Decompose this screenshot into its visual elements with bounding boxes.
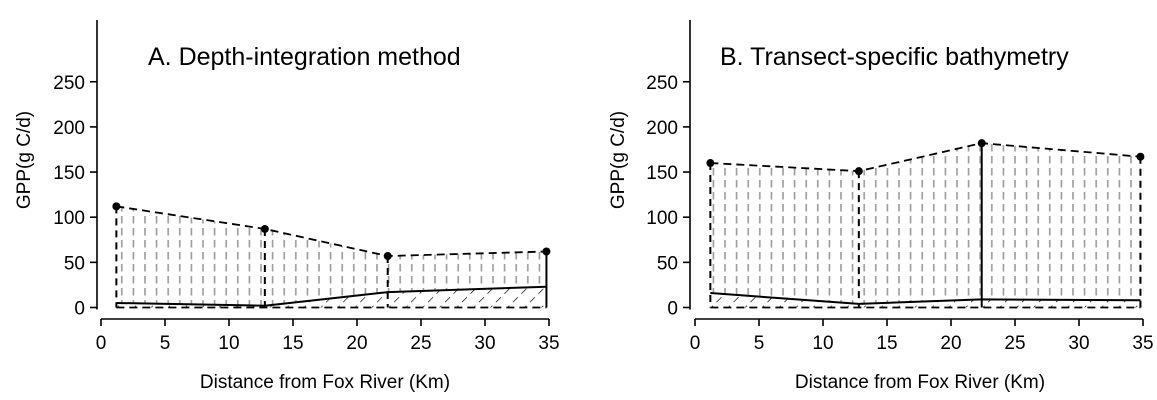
x-tick-label: 20 [940, 333, 961, 354]
x-tick-label: 10 [812, 333, 833, 354]
upper-fill-region [710, 143, 1141, 304]
y-tick-label: 250 [646, 73, 678, 94]
x-axis-label: Distance from Fox River (Km) [200, 372, 450, 393]
x-axis-label: Distance from Fox River (Km) [795, 372, 1045, 393]
x-tick-label: 5 [160, 333, 171, 354]
upper-fill-region [116, 206, 547, 306]
x-tick-label: 30 [474, 333, 495, 354]
y-tick-label: 200 [646, 118, 678, 139]
y-tick-label: 150 [646, 163, 678, 184]
data-point [977, 139, 986, 148]
data-point [383, 252, 392, 261]
series-lower-line [116, 285, 547, 307]
y-axis-label: GPP(g C/d) [14, 111, 35, 209]
data-point [1136, 152, 1145, 161]
lower-hatch-region [710, 293, 1141, 308]
panel-title: A. Depth-integration method [148, 43, 461, 71]
data-point [854, 167, 863, 176]
y-tick-label: 100 [646, 208, 678, 229]
y-tick-label: 150 [53, 163, 85, 184]
data-point [112, 202, 121, 211]
x-tick-label: 20 [346, 333, 367, 354]
x-tick-label: 35 [1132, 333, 1153, 354]
x-tick-label: 15 [876, 333, 897, 354]
y-tick-label: 50 [64, 253, 85, 274]
series-upper-line [710, 142, 1141, 173]
x-tick-label: 35 [538, 333, 559, 354]
x-tick-label: 0 [96, 333, 107, 354]
x-tick-label: 15 [282, 333, 303, 354]
x-tick-label: 5 [754, 333, 765, 354]
x-tick-label: 25 [410, 333, 431, 354]
data-point [260, 224, 269, 233]
data-point [542, 247, 551, 256]
y-tick-label: 50 [657, 253, 678, 274]
series-upper-line [116, 205, 547, 257]
y-tick-label: 100 [53, 208, 85, 229]
series-lower-line [710, 292, 1141, 305]
x-tick-label: 0 [690, 333, 701, 354]
y-tick-label: 0 [667, 299, 678, 320]
y-axis-label: GPP(g C/d) [608, 111, 629, 209]
y-tick-label: 250 [53, 73, 85, 94]
y-tick-label: 0 [74, 299, 85, 320]
x-tick-label: 25 [1004, 333, 1025, 354]
panel-b: 0 50 100 150 200 250 0 5 10 15 20 25 30 35 B. Transect… [608, 20, 1154, 393]
y-tick-label: 200 [53, 118, 85, 139]
panel-title: B. Transect-specific bathymetry [720, 43, 1069, 71]
panel-a: 0 50 100 150 200 250 0 5 10 15 20 25 30 35 A. Depth-in… [14, 20, 560, 393]
lower-hatch-region [116, 286, 547, 308]
data-point [706, 159, 715, 168]
x-tick-label: 10 [218, 333, 239, 354]
x-tick-label: 30 [1068, 333, 1089, 354]
